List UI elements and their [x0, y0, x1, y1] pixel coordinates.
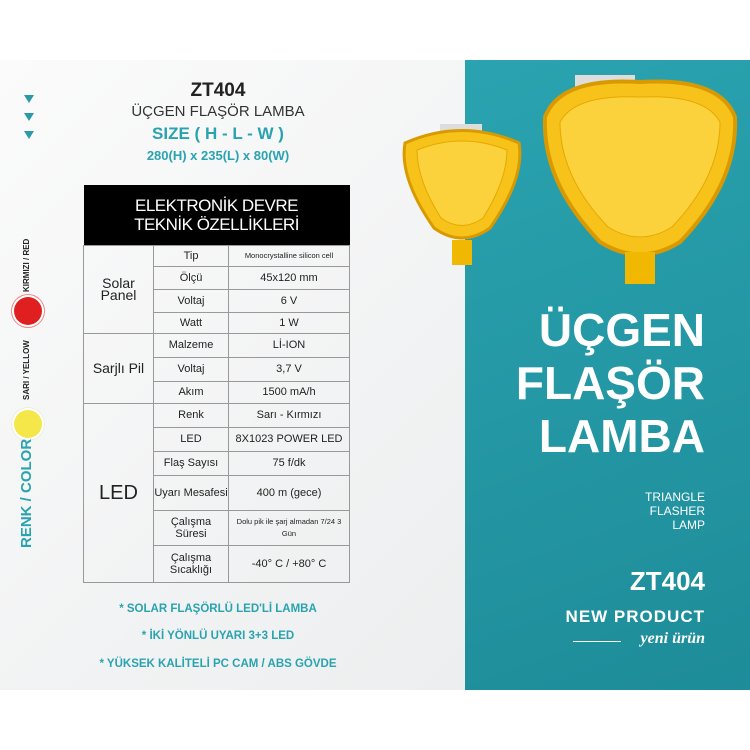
- bullet: * İKİ YÖNLÜ UYARI 3+3 LED: [141, 630, 295, 642]
- table-row: Voltaj 6 V: [84, 288, 350, 313]
- promo-line1: ÜÇGEN: [538, 304, 705, 356]
- table-row: LED Renk Sarı - Kırmızı: [83, 402, 350, 583]
- spec-label: Voltaj: [153, 288, 229, 313]
- table-row: Çalışma Sıcaklığı -40° C / +80° C: [84, 544, 350, 583]
- spec-label: Renk: [153, 402, 229, 428]
- triangle-icon: [24, 131, 34, 139]
- spec-value: 45x120 mm: [228, 265, 350, 290]
- bullet: * YÜKSEK KALİTELİ PC CAM / ABS GÖVDE: [99, 658, 337, 670]
- spec-label: Çalışma Sıcaklığı: [153, 544, 229, 583]
- table-row: Voltaj 3,7 V: [84, 356, 350, 382]
- red-swatch: [14, 297, 42, 325]
- triangle-icon: [24, 113, 34, 121]
- spec-value: Monocrystalline silicon cell: [228, 244, 350, 267]
- yellow-label: SARI / YELLOW: [22, 340, 31, 400]
- red-label: KIRMIZI / RED: [22, 238, 31, 292]
- color-title: RENK / COLOR: [18, 438, 35, 548]
- spec-value: 8X1023 POWER LED: [228, 426, 350, 452]
- table-row: Çalışma Süresi Dolu pik ile şarj almadan …: [84, 509, 350, 546]
- spec-value: Sarı - Kırmızı: [228, 402, 350, 428]
- spec-value: 1500 mA/h: [228, 380, 350, 404]
- spec-label: Çalışma Süresi: [153, 509, 229, 546]
- group-name: Solar Panel: [83, 244, 154, 334]
- spec-label: Malzeme: [153, 332, 229, 358]
- bullet: * SOLAR FLAŞÖRLÜ LED'Lİ LAMBA: [119, 603, 317, 615]
- promo-line2: FLAŞÖR: [515, 357, 705, 409]
- divider: [573, 641, 621, 642]
- spec-label: Voltaj: [153, 356, 229, 382]
- group-name: Sarjlı Pil: [83, 332, 154, 404]
- product-name: ÜÇGEN FLAŞÖR LAMBA: [131, 103, 305, 120]
- promo-english: TRIANGLE FLASHER LAMP: [644, 490, 705, 532]
- spec-value: 3,7 V: [228, 356, 350, 382]
- spec-label: Tip: [153, 244, 229, 267]
- spec-value: -40° C / +80° C: [228, 544, 350, 583]
- yellow-swatch: [14, 410, 42, 438]
- promo-line3: LAMBA: [538, 410, 705, 462]
- spec-value: 75 f/dk: [228, 450, 350, 476]
- yeni-urun: yeni ürün: [640, 630, 705, 647]
- lamp-large-image: [542, 75, 738, 284]
- table-row: Watt 1 W: [84, 311, 350, 334]
- spec-value: Lİ-ION: [228, 332, 350, 358]
- table-title: ELEKTRONİK DEVRE TEKNİK ÖZELLİKLERİ: [83, 185, 350, 245]
- table-row: Akım 1500 mA/h: [84, 380, 350, 404]
- spec-label: Akım: [153, 380, 229, 404]
- table-row: Flaş Sayısı 75 f/dk: [84, 450, 350, 476]
- size-title: SIZE ( H - L - W ): [152, 124, 284, 143]
- group-name: LED: [83, 402, 154, 583]
- spec-table: ELEKTRONİK DEVRE TEKNİK ÖZELLİKLERİ Solar…: [83, 185, 350, 583]
- model-title: ZT404: [190, 80, 246, 101]
- table-row: Solar Panel Tip Monocrystalline silicon ce…: [83, 244, 350, 334]
- triangle-icon: [24, 95, 34, 103]
- spec-label: LED: [153, 426, 229, 452]
- spec-value: 1 W: [228, 311, 350, 334]
- spec-label: Uyarı Mesafesi: [153, 474, 229, 511]
- spec-label: Ölçü: [153, 265, 229, 290]
- spec-label: Watt: [153, 311, 229, 334]
- spec-value: Dolu pik ile şarj almadan 7/24 3 Gün: [228, 509, 350, 546]
- lamp-small-image: [402, 124, 522, 265]
- size-value: 280(H) x 235(L) x 80(W): [146, 148, 290, 163]
- spec-label: Flaş Sayısı: [153, 450, 229, 476]
- new-product: NEW PRODUCT: [565, 607, 705, 626]
- table-row: Uyarı Mesafesi 400 m (gece): [84, 474, 350, 511]
- spec-value: 400 m (gece): [228, 474, 350, 511]
- table-row: Sarjlı Pil Malzeme Lİ-ION: [83, 332, 350, 404]
- spec-value: 6 V: [228, 288, 350, 313]
- table-row: LED 8X1023 POWER LED: [84, 426, 350, 452]
- promo-model: ZT404: [629, 566, 705, 596]
